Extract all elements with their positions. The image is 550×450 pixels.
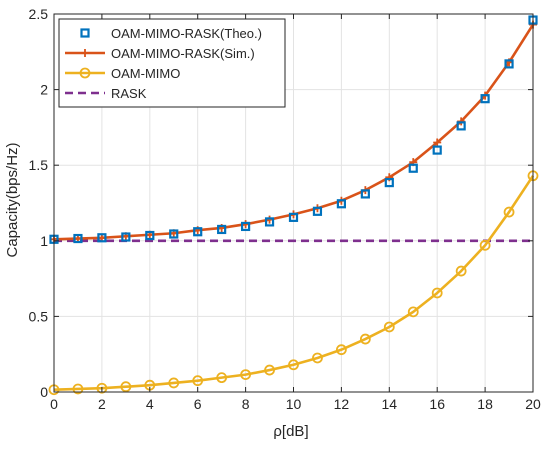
data-point bbox=[433, 138, 442, 147]
data-point bbox=[193, 227, 203, 237]
legend-marker bbox=[79, 67, 91, 79]
x-tick-label: 14 bbox=[382, 396, 398, 412]
x-tick-label: 20 bbox=[525, 396, 541, 412]
legend-label: OAM-MIMO-RASK(Theo.) bbox=[111, 26, 262, 41]
data-point bbox=[72, 383, 84, 395]
y-axis-label: Capacity(bps/Hz) bbox=[4, 142, 21, 257]
x-tick-label: 10 bbox=[286, 396, 302, 412]
data-point bbox=[407, 306, 419, 318]
series-layer bbox=[48, 15, 539, 396]
data-point bbox=[479, 239, 491, 251]
data-point bbox=[335, 344, 347, 356]
data-point bbox=[431, 287, 443, 299]
x-tick-label: 12 bbox=[334, 396, 350, 412]
data-point bbox=[241, 221, 251, 232]
data-point bbox=[480, 94, 490, 104]
data-point bbox=[504, 59, 514, 69]
data-point bbox=[240, 369, 252, 381]
data-point bbox=[359, 333, 371, 345]
data-point bbox=[360, 189, 370, 199]
legend-item: OAM-MIMO-RASK(Sim.) bbox=[65, 46, 255, 61]
legend-item: OAM-MIMO-RASK(Theo.) bbox=[80, 26, 262, 41]
y-tick-label: 1 bbox=[40, 233, 48, 249]
data-point bbox=[216, 372, 228, 384]
data-point bbox=[312, 352, 323, 364]
data-point bbox=[455, 265, 467, 277]
data-point bbox=[145, 230, 155, 241]
x-tick-label: 6 bbox=[194, 396, 202, 412]
x-tick-label: 2 bbox=[98, 396, 106, 412]
data-point bbox=[120, 381, 132, 393]
y-tick-label: 1.5 bbox=[29, 157, 49, 173]
data-point bbox=[384, 177, 394, 188]
legend-marker bbox=[81, 49, 89, 57]
y-tick-label: 0 bbox=[40, 384, 48, 400]
y-tick-label: 2.5 bbox=[29, 6, 49, 22]
data-point bbox=[169, 229, 179, 239]
legend-marker bbox=[80, 28, 90, 38]
data-point bbox=[408, 163, 418, 173]
data-point bbox=[73, 233, 83, 244]
data-point bbox=[168, 377, 180, 389]
series-oam-mimo bbox=[48, 170, 539, 396]
y-tick-label: 0.5 bbox=[29, 308, 49, 324]
legend-label: RASK bbox=[111, 86, 147, 101]
x-tick-label: 18 bbox=[477, 396, 493, 412]
data-point bbox=[121, 232, 131, 242]
y-tick-label: 2 bbox=[40, 82, 48, 98]
data-point bbox=[96, 382, 108, 394]
data-point bbox=[217, 224, 227, 235]
legend-item: OAM-MIMO bbox=[65, 66, 180, 81]
x-tick-label: 4 bbox=[146, 396, 154, 412]
data-point bbox=[336, 199, 346, 209]
series-line bbox=[53, 175, 535, 392]
axes: 0 2 4 6 8 10 12 14 16 18 20 0 0.5 1 1.5 2 2.5 bbox=[29, 6, 541, 412]
x-axis-label-text: ρ[dB] bbox=[273, 423, 308, 440]
data-point bbox=[503, 206, 515, 218]
data-point bbox=[312, 206, 323, 216]
legend-label: OAM-MIMO bbox=[111, 66, 180, 81]
x-tick-label: 0 bbox=[50, 396, 58, 412]
series-oam-mimo-rask-theo bbox=[49, 15, 538, 244]
data-point bbox=[456, 121, 466, 131]
data-point bbox=[264, 364, 275, 376]
x-axis-label: ρ[dB] bbox=[273, 423, 308, 440]
data-point bbox=[432, 145, 442, 155]
data-point bbox=[192, 375, 204, 387]
data-point bbox=[288, 359, 299, 371]
x-tick-label: 8 bbox=[242, 396, 250, 412]
data-point bbox=[288, 212, 299, 222]
data-point bbox=[264, 217, 275, 227]
legend: OAM-MIMO-RASK(Theo.) OAM-MIMO-RASK(Sim.) O… bbox=[58, 18, 286, 108]
legend-label: OAM-MIMO-RASK(Sim.) bbox=[111, 46, 255, 61]
legend-item: RASK bbox=[65, 86, 147, 101]
data-point bbox=[383, 321, 395, 333]
data-point bbox=[97, 233, 107, 243]
x-tick-label: 16 bbox=[429, 396, 445, 412]
